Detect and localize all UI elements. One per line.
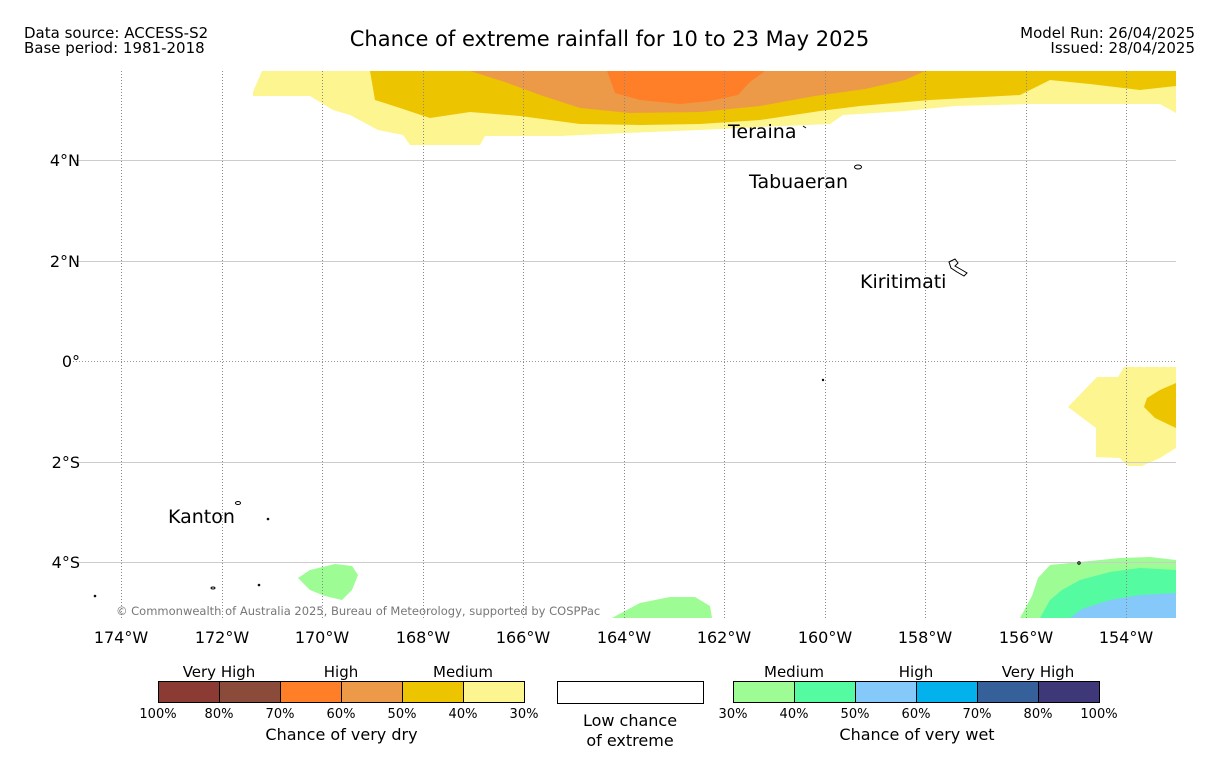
- lon-tick-label: 168°W: [395, 628, 451, 647]
- dry-caption: Chance of very dry: [265, 725, 418, 744]
- lat-tick-label: 2°N: [49, 252, 80, 271]
- wet-colorbar: [733, 681, 1100, 703]
- map-area: [73, 71, 1176, 618]
- wet-swatch: [733, 681, 795, 703]
- dry-tick-label: 100%: [139, 707, 177, 722]
- dry-swatch: [219, 681, 281, 703]
- neutral-caption-line1: Low chance: [582, 711, 678, 730]
- dry-colorbar: [158, 681, 525, 703]
- wet-group-label: Medium: [764, 663, 824, 681]
- wet-tick-label: 40%: [779, 707, 809, 722]
- dry-tick-label: 30%: [509, 707, 539, 722]
- dry-group-label: Medium: [433, 663, 493, 681]
- islet-b: [210, 586, 216, 590]
- dry-tick-label: 70%: [265, 707, 295, 722]
- dry-contour-30-east: [1068, 367, 1176, 466]
- wet-swatch: [794, 681, 856, 703]
- wet-contour-50: [1070, 593, 1176, 618]
- lat-tick-label: 2°S: [51, 453, 80, 472]
- lat-tick-label: 4°S: [51, 553, 80, 572]
- place-label-kiritimati: Kiritimati: [860, 271, 947, 293]
- wet-swatch: [1038, 681, 1100, 703]
- dry-contour-40-east: [1144, 383, 1176, 428]
- lon-tick-label: 174°W: [93, 628, 149, 647]
- wet-swatch: [977, 681, 1039, 703]
- longitude-gridlines: [121, 71, 1127, 618]
- lon-tick-label: 158°W: [897, 628, 953, 647]
- dry-tick-label: 50%: [387, 707, 417, 722]
- tabuaeran-island: [854, 164, 862, 170]
- lon-tick-label: 162°W: [696, 628, 752, 647]
- islet-e: [821, 378, 825, 382]
- dry-tick-label: 60%: [326, 707, 356, 722]
- lon-tick-label: 160°W: [797, 628, 853, 647]
- base-period-text: Base period: 1981-2018: [24, 39, 205, 57]
- wet-tick-label: 80%: [1023, 707, 1053, 722]
- model-run-text: Model Run: 26/04/2025: [1020, 24, 1195, 42]
- place-label-kanton: Kanton: [168, 506, 235, 528]
- wet-tick-label: 100%: [1080, 707, 1118, 722]
- wet-contour-30-a: [298, 564, 358, 600]
- neutral-swatch: [557, 681, 704, 704]
- wet-caption: Chance of very wet: [839, 725, 995, 744]
- dry-swatch: [280, 681, 342, 703]
- islet-d: [93, 594, 97, 598]
- island-outlines: [93, 125, 1081, 598]
- dry-group-label: High: [323, 663, 359, 681]
- page-title: Chance of extreme rainfall for 10 to 23 …: [349, 27, 870, 51]
- dry-contour-60: [607, 71, 765, 104]
- neutral-caption-line2: of extreme: [586, 731, 674, 750]
- lat-tick-label: 0°: [61, 352, 80, 371]
- copyright-text: © Commonwealth of Australia 2025, Bureau…: [116, 604, 601, 618]
- wet-tick-label: 70%: [962, 707, 992, 722]
- wet-swatch: [855, 681, 917, 703]
- wet-group-label: High: [898, 663, 934, 681]
- dry-tick-label: 40%: [448, 707, 478, 722]
- issued-text: Issued: 28/04/2025: [1050, 39, 1195, 57]
- lon-tick-label: 172°W: [194, 628, 250, 647]
- lon-tick-label: 156°W: [998, 628, 1054, 647]
- place-label-tabuaeran: Tabuaeran: [749, 171, 849, 193]
- teraina-island: [802, 125, 807, 129]
- islet-c: [257, 583, 261, 587]
- data-source-text: Data source: ACCESS-S2: [24, 24, 209, 42]
- latitude-gridlines: [73, 160, 1176, 563]
- dry-tick-label: 80%: [204, 707, 234, 722]
- dry-swatch: [463, 681, 525, 703]
- dry-swatch: [341, 681, 403, 703]
- lon-tick-label: 166°W: [495, 628, 551, 647]
- islet-a: [266, 517, 270, 521]
- kanton-island: [235, 501, 241, 505]
- kiritimati-island: [948, 258, 968, 277]
- wet-contour-30-b: [612, 597, 712, 618]
- lat-tick-label: 4°N: [49, 151, 80, 170]
- lon-tick-label: 164°W: [596, 628, 652, 647]
- lon-tick-label: 154°W: [1098, 628, 1154, 647]
- dry-swatch: [158, 681, 220, 703]
- wet-swatch: [916, 681, 978, 703]
- islet-f: [1077, 561, 1081, 565]
- dry-group-label: Very High: [182, 663, 256, 681]
- dry-swatch: [402, 681, 464, 703]
- wet-group-label: Very High: [1001, 663, 1075, 681]
- wet-tick-label: 30%: [718, 707, 748, 722]
- lon-tick-label: 170°W: [294, 628, 350, 647]
- wet-tick-label: 60%: [901, 707, 931, 722]
- place-label-teraina: Teraina: [728, 121, 797, 143]
- wet-tick-label: 50%: [840, 707, 870, 722]
